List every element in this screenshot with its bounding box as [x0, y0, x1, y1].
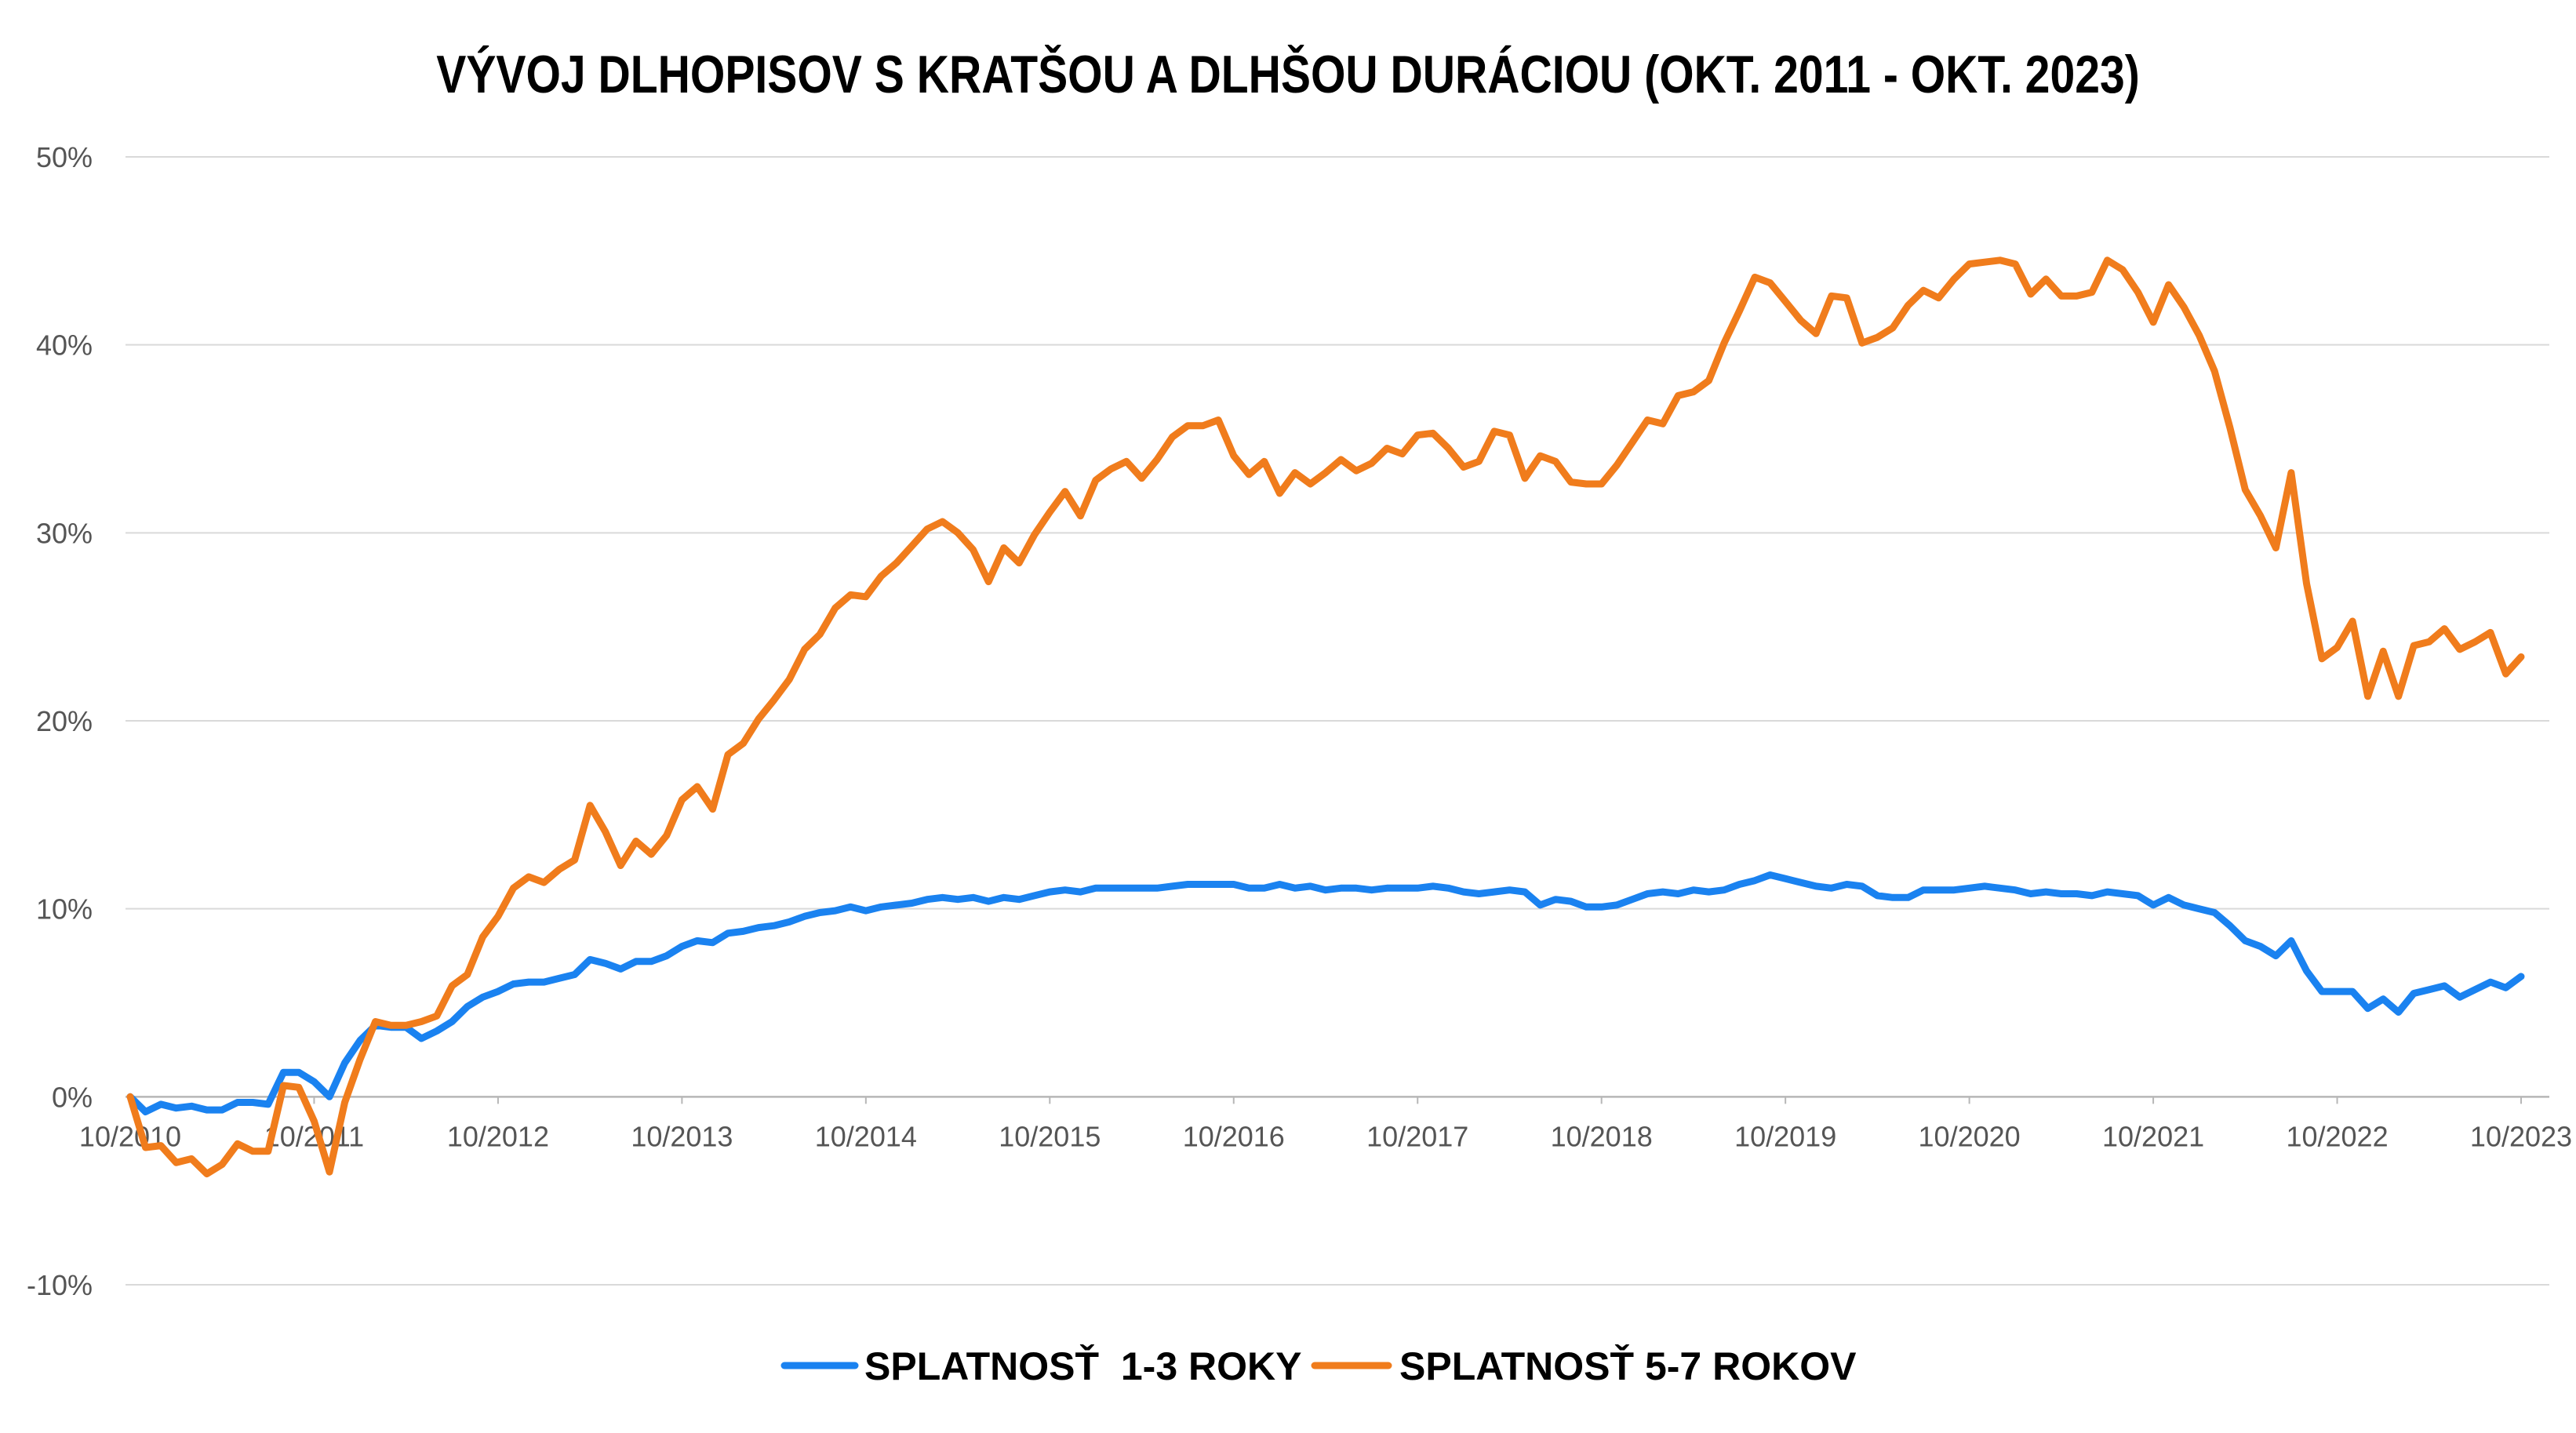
series-line-splatnost-5-7	[126, 256, 2525, 1178]
legend-label-splatnost-1-3: SPLATNOSŤ 1-3 ROKY	[864, 1344, 1301, 1388]
y-tick-label: 10%	[36, 893, 93, 926]
x-tick-label: 10/2012	[447, 1120, 549, 1152]
y-axis-tick-labels: -10% 0% 10% 20% 30% 40% 50%	[27, 141, 93, 1301]
x-axis-tick-labels: 10/2010 10/2011 10/2012 10/2013 10/2014 10/20…	[79, 1097, 2572, 1152]
y-tick-label: 40%	[36, 329, 93, 362]
x-tick-label: 10/2023	[2470, 1120, 2572, 1152]
x-tick-label: 10/2016	[1183, 1120, 1285, 1152]
series-line-splatnost-1-3	[126, 871, 2525, 1115]
y-tick-label: -10%	[27, 1269, 93, 1301]
x-tick-label: 10/2021	[2102, 1120, 2204, 1152]
y-tick-label: 50%	[36, 141, 93, 173]
y-tick-label: 0%	[52, 1081, 93, 1113]
gridlines	[126, 156, 2549, 1286]
x-tick-label: 10/2013	[631, 1120, 733, 1152]
chart-title: VÝVOJ DLHOPISOV S KRATŠOU A DLHŠOU DURÁC…	[436, 44, 2139, 104]
x-tick-label: 10/2019	[1734, 1120, 1836, 1152]
series-lines	[126, 256, 2525, 1178]
x-tick-label: 10/2017	[1366, 1120, 1468, 1152]
x-tick-label: 10/2018	[1551, 1120, 1653, 1152]
y-tick-label: 20%	[36, 705, 93, 737]
y-tick-label: 30%	[36, 517, 93, 549]
legend-label-splatnost-5-7: SPLATNOSŤ 5-7 ROKOV	[1399, 1344, 1857, 1388]
x-tick-label: 10/2014	[815, 1120, 917, 1152]
legend: SPLATNOSŤ 1-3 ROKY SPLATNOSŤ 5-7 ROKOV	[780, 1344, 1857, 1388]
x-tick-label: 10/2020	[1919, 1120, 2021, 1152]
x-tick-label: 10/2015	[999, 1120, 1101, 1152]
x-tick-label: 10/2022	[2286, 1120, 2388, 1152]
